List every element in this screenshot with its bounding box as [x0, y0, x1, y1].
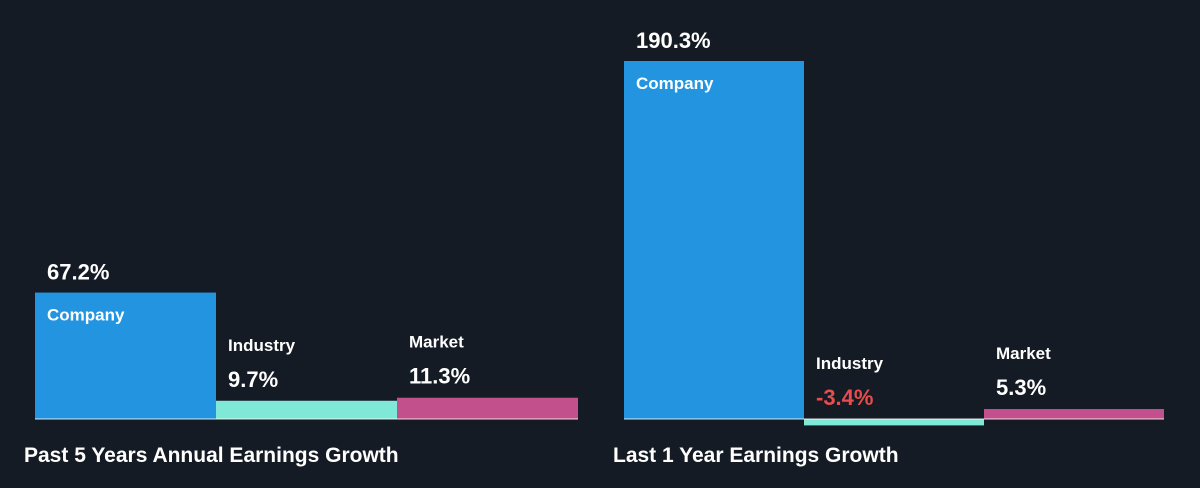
bar-industry-past-5-years	[216, 400, 397, 419]
category-label-market-last-1-year: Market	[996, 344, 1051, 363]
value-label-market-last-1-year: 5.3%	[996, 375, 1046, 400]
chart-title-past-5-years: Past 5 Years Annual Earnings Growth	[24, 444, 399, 467]
value-label-industry-past-5-years: 9.7%	[228, 367, 278, 392]
bar-industry-last-1-year	[804, 419, 984, 426]
category-label-industry-last-1-year: Industry	[816, 354, 884, 373]
category-label-market-past-5-years: Market	[409, 333, 464, 352]
value-label-company-last-1-year: 190.3%	[636, 28, 711, 53]
value-label-market-past-5-years: 11.3%	[409, 364, 470, 389]
bar-market-past-5-years	[397, 397, 578, 419]
chart-title-last-1-year: Last 1 Year Earnings Growth	[613, 444, 899, 467]
category-label-company-past-5-years: Company	[47, 306, 125, 325]
value-label-company-past-5-years: 67.2%	[47, 260, 109, 285]
category-label-industry-past-5-years: Industry	[228, 336, 296, 355]
value-label-industry-last-1-year: -3.4%	[816, 385, 873, 410]
bar-company-last-1-year	[624, 61, 804, 419]
bar-market-last-1-year	[984, 409, 1164, 419]
category-label-company-last-1-year: Company	[636, 74, 714, 93]
bar-company-past-5-years	[35, 292, 216, 419]
